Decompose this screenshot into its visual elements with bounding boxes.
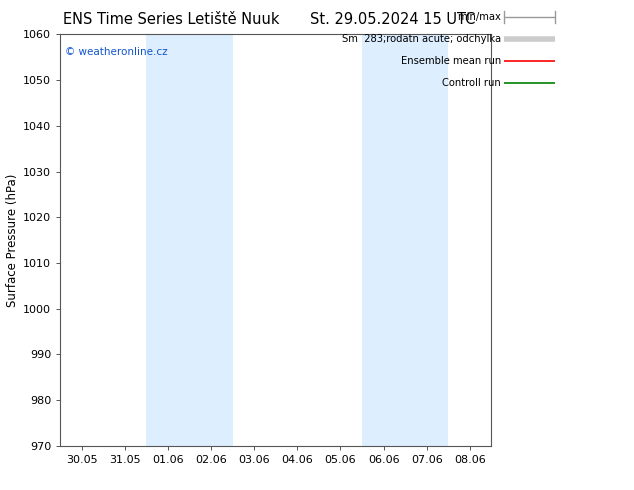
Text: © weatheronline.cz: © weatheronline.cz [65, 47, 167, 57]
Bar [146, 34, 233, 446]
Text: Ensemble mean run: Ensemble mean run [401, 56, 501, 66]
Bar [362, 34, 448, 446]
Text: Sm  283;rodatn acute; odchylka: Sm 283;rodatn acute; odchylka [342, 34, 501, 44]
Text: Controll run: Controll run [442, 78, 501, 88]
Text: min/max: min/max [457, 12, 501, 22]
Text: ENS Time Series Letiště Nuuk: ENS Time Series Letiště Nuuk [63, 12, 280, 27]
Y-axis label: Surface Pressure (hPa): Surface Pressure (hPa) [6, 173, 19, 307]
Text: St. 29.05.2024 15 UTC: St. 29.05.2024 15 UTC [311, 12, 476, 27]
